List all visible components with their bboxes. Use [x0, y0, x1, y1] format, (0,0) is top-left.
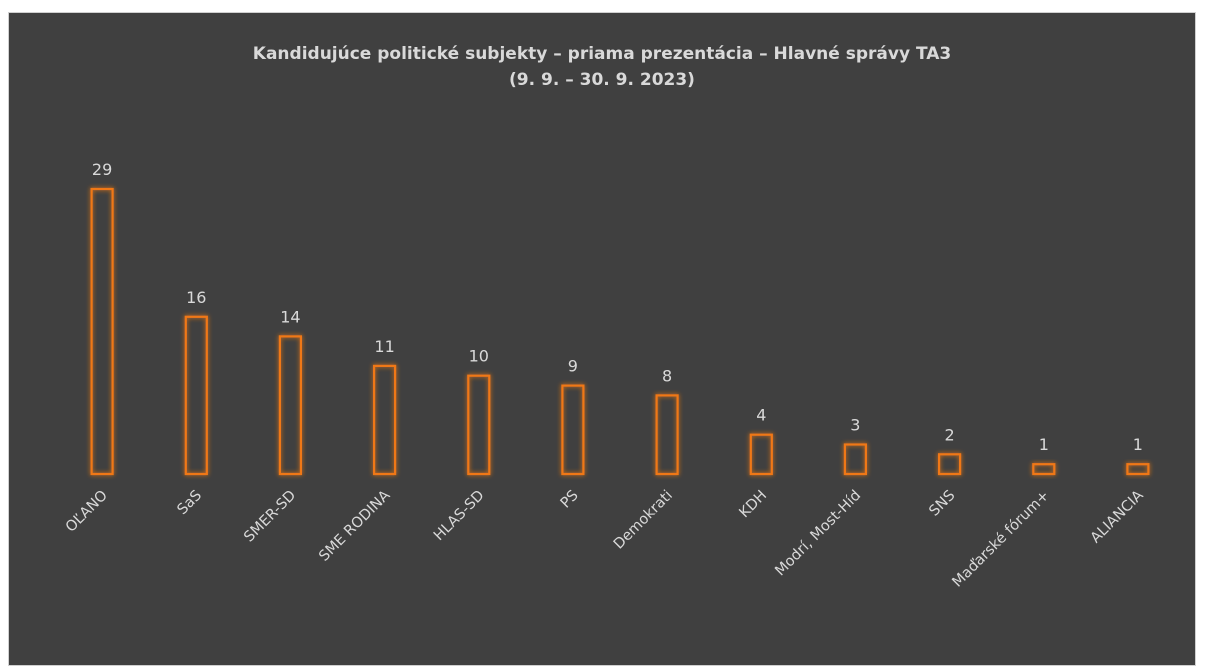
category-label-1: OĽANO [63, 488, 111, 536]
value-label-4: 11 [374, 337, 394, 356]
bar-12 [1126, 463, 1150, 476]
value-label-8: 4 [756, 406, 766, 425]
category-label-8: KDH [736, 488, 770, 522]
category-label-2: SaS [175, 488, 206, 519]
category-label-10: SNS [926, 488, 958, 520]
bar-9 [843, 443, 868, 476]
chart-title-block: Kandidujúce politické subjekty – priama … [9, 41, 1195, 93]
bar-1 [90, 187, 114, 476]
chart-subtitle: (9. 9. – 30. 9. 2023) [509, 70, 695, 90]
bar-11 [1032, 463, 1056, 476]
bar-10 [937, 453, 962, 476]
category-label-7: Demokrati [611, 488, 676, 553]
value-label-1: 29 [92, 160, 112, 179]
category-label-11: Maďarské fórum+ [950, 488, 1053, 591]
category-label-12: ALIANCIA [1088, 487, 1147, 546]
category-label-5: HLAS-SD [431, 488, 488, 545]
value-label-5: 10 [469, 347, 489, 366]
bar-6 [561, 384, 585, 476]
value-label-3: 14 [280, 307, 300, 326]
chart-frame: Kandidujúce politické subjekty – priama … [8, 12, 1196, 666]
bar-5 [467, 374, 491, 476]
category-label-3: SMER-SD [241, 488, 299, 546]
chart-title: Kandidujúce politické subjekty – priama … [252, 44, 952, 64]
value-label-11: 1 [1039, 435, 1049, 454]
bar-2 [184, 315, 208, 476]
bar-7 [655, 394, 679, 476]
value-label-10: 2 [945, 425, 955, 444]
bar-8 [749, 433, 773, 476]
category-label-4: SME RODINA [316, 487, 393, 564]
value-label-7: 8 [662, 366, 672, 385]
bar-4 [373, 364, 397, 476]
value-label-6: 9 [568, 357, 578, 376]
category-label-6: PS [558, 488, 582, 512]
category-label-9: Modrí, Most-Híd [772, 488, 864, 580]
category-labels-layer: OĽANO SaS SMER-SD SME RODINA HLAS-SD PS Demokr… [63, 487, 1147, 590]
value-label-12: 1 [1133, 435, 1143, 454]
value-label-9: 3 [850, 416, 860, 435]
bar-3 [278, 335, 302, 476]
bars-layer [90, 187, 1150, 476]
value-label-2: 16 [186, 288, 206, 307]
